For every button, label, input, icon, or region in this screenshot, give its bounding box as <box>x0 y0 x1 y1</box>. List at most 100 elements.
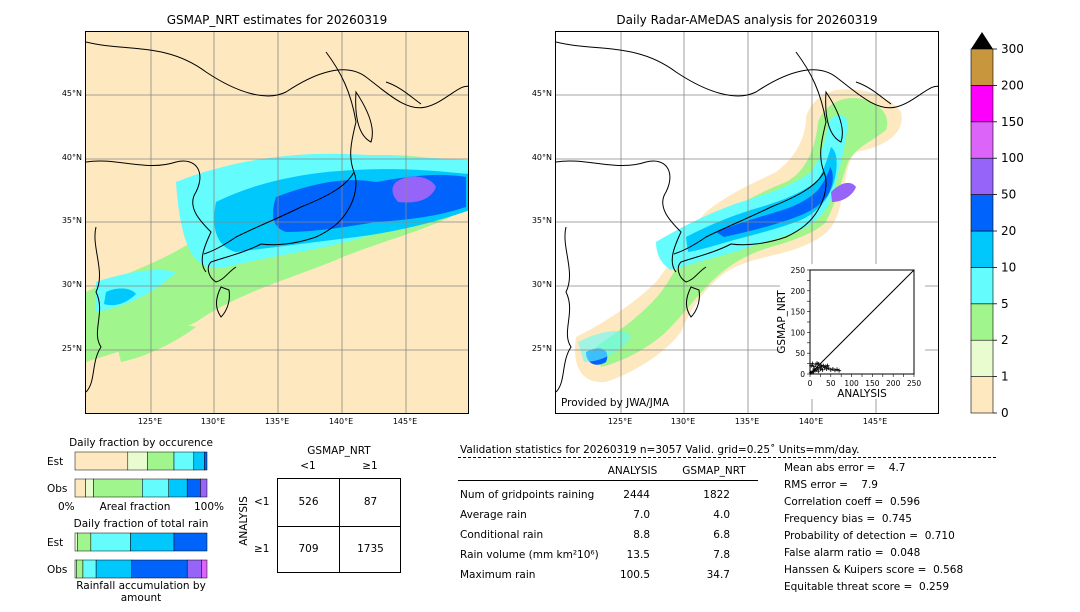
colorbar-cell <box>970 376 994 414</box>
left-lon-135: 135°E <box>264 417 290 426</box>
right-map-title: Daily Radar-AMeDAS analysis for 20260319 <box>616 13 878 27</box>
stacked-bar-segment <box>76 559 84 579</box>
scatter-point <box>825 363 830 368</box>
left-map <box>85 31 469 414</box>
left-lon-145: 145°E <box>392 417 418 426</box>
stacked-bar-segment <box>93 478 143 498</box>
colorbar-label: 100 <box>1001 151 1024 165</box>
validation-col-gsmap: GSMAP_NRT <box>682 465 746 477</box>
occurrence-chart <box>74 451 208 498</box>
scatter-point <box>837 368 842 373</box>
colorbar-label: 2 <box>1001 333 1009 347</box>
validation-table-rule <box>458 480 758 481</box>
colorbar-label: 0 <box>1001 406 1009 420</box>
scatter-ytick-label: 250 <box>791 266 806 275</box>
scatter-ytick-label: 200 <box>791 287 806 296</box>
colorbar-cell <box>970 194 994 232</box>
colorbar-cell <box>970 157 994 195</box>
contingency-title: GSMAP_NRT <box>307 445 371 457</box>
scatter-xtick-label: 250 <box>907 379 922 388</box>
right-lat-40: 40°N <box>531 153 552 162</box>
scatter-xlabel: ANALYSIS <box>837 388 887 400</box>
stacked-bar-segment <box>74 532 78 552</box>
contingency-cell: 87 <box>363 496 378 508</box>
occurrence-axis-right: 100% <box>194 501 225 513</box>
scatter-ytick-label: 50 <box>795 349 805 358</box>
colorbar-cell <box>970 230 994 268</box>
scatter-xtick-label: 100 <box>844 379 859 388</box>
occurrence-title: Daily fraction by occurence <box>69 437 213 449</box>
scatter-point <box>816 362 821 367</box>
left-map-canvas <box>86 32 468 413</box>
scatter-xtick-label: 0 <box>808 379 813 388</box>
validation-value: 1822 <box>703 489 730 501</box>
contingency-cell: 1735 <box>357 543 384 555</box>
stacked-bar-segment <box>127 451 148 471</box>
scatter-point <box>816 369 821 374</box>
scatter-xtick-label: 200 <box>886 379 901 388</box>
right-lon-130: 130°E <box>670 417 696 426</box>
scatter-xtick-label: 50 <box>826 379 836 388</box>
colorbar-label: 10 <box>1001 260 1016 274</box>
validation-row: Maximum rain <box>460 569 536 581</box>
scatter-point <box>835 367 840 372</box>
stacked-bar-segment <box>173 451 195 471</box>
scatter-ytick-label: 150 <box>791 308 806 317</box>
contingency-col-lt1: <1 <box>300 460 316 472</box>
occurrence-axis-mid: Areal fraction <box>99 501 171 513</box>
stacked-bar-segment <box>168 478 188 498</box>
validation-dashed-line <box>458 457 996 458</box>
right-lat-35: 35°N <box>531 216 552 225</box>
scatter-ytick-label: 100 <box>791 328 806 337</box>
total-rain-footer: Rainfall accumulation by amount <box>76 580 206 604</box>
validation-value: 4.0 <box>713 509 730 521</box>
scatter-xtick-label: 150 <box>865 379 880 388</box>
total-rain-row-est: Est <box>47 537 64 549</box>
occurrence-row-obs: Obs <box>47 483 68 495</box>
colorbar-cell <box>970 339 994 377</box>
validation-value: 34.7 <box>706 569 730 581</box>
colorbar-label: 5 <box>1001 297 1009 311</box>
scatter-point <box>820 367 825 372</box>
contingency-col-ge1: ≥1 <box>362 460 378 472</box>
stacked-bar-segment <box>193 451 205 471</box>
stacked-bar-segment <box>95 559 133 579</box>
score-line: Frequency bias = 0.745 <box>784 513 912 525</box>
left-map-title: GSMAP_NRT estimates for 20260319 <box>166 13 388 27</box>
left-lon-130: 130°E <box>200 417 226 426</box>
validation-value: 100.5 <box>619 569 650 581</box>
colorbar-label: 200 <box>1001 78 1024 92</box>
scatter-point <box>830 367 835 372</box>
colorbar-svg: 0 1 2 5 10 20 50 100 150 200 300 <box>970 32 1024 420</box>
stacked-bar-segment <box>142 478 169 498</box>
left-lat-30: 30°N <box>61 280 82 289</box>
left-lat-40: 40°N <box>61 153 82 162</box>
scatter-ytick-label: 0 <box>800 370 805 379</box>
left-lat-35: 35°N <box>61 216 82 225</box>
stacked-bar-segment <box>85 478 94 498</box>
scatter-ylabel: GSMAP_NRT <box>776 290 788 354</box>
scatter-plot: 0 50 100 150 200 250 0 50 100 150 200 250 <box>791 266 922 388</box>
colorbar: 0 1 2 5 10 20 50 100 150 200 300 <box>970 30 1050 420</box>
validation-value: 2444 <box>623 489 650 501</box>
validation-row: Average rain <box>460 509 527 521</box>
stacked-bar-segment <box>82 559 97 579</box>
score-line: Probability of detection = 0.710 <box>784 530 955 542</box>
colorbar-cell <box>970 48 994 86</box>
stacked-bar-segment <box>186 478 201 498</box>
right-lon-135: 135°E <box>734 417 760 426</box>
stacked-bar-segment <box>201 559 208 579</box>
scatter-point <box>818 363 823 368</box>
colorbar-cell <box>970 303 994 341</box>
contingency-row-lt1: <1 <box>254 496 270 508</box>
validation-value: 6.8 <box>713 529 730 541</box>
scatter-point <box>832 368 837 373</box>
validation-value: 7.0 <box>633 509 650 521</box>
validation-col-analysis: ANALYSIS <box>607 465 658 477</box>
right-lat-30: 30°N <box>531 280 552 289</box>
validation-value: 8.8 <box>633 529 650 541</box>
contingency-cell: 526 <box>298 496 319 508</box>
colorbar-label: 1 <box>1001 370 1009 384</box>
contingency-row-axis: ANALYSIS <box>238 496 250 546</box>
colorbar-label: 50 <box>1001 188 1016 202</box>
